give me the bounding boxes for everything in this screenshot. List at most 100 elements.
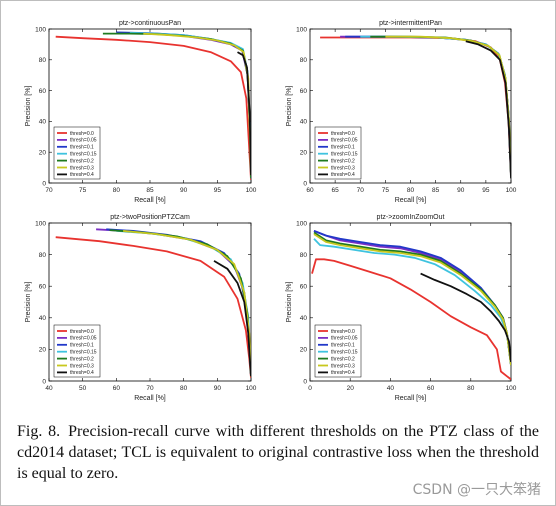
- chart-title: ptz->intermittentPan: [379, 20, 442, 27]
- y-tick-label: 0: [303, 378, 307, 385]
- legend-label: thresh=0.05: [70, 336, 97, 342]
- chart-title: ptz->continuousPan: [119, 20, 181, 27]
- legend-label: thresh=0.3: [70, 165, 94, 171]
- y-tick-label: 60: [39, 284, 47, 291]
- legend-label: thresh=0.05: [331, 138, 358, 144]
- legend-label: thresh=0.2: [331, 356, 355, 362]
- y-tick-label: 40: [300, 119, 308, 126]
- legend-label: thresh=0.0: [331, 131, 355, 137]
- chart-title: ptz->zoomInZoomOut: [377, 214, 445, 221]
- legend-label: thresh=0.05: [331, 336, 358, 342]
- series-line-thresh-0-0: [55, 236, 251, 378]
- y-axis-label: Precision [%]: [25, 282, 32, 323]
- legend-label: thresh=0.15: [331, 350, 358, 356]
- x-tick-label: 70: [45, 187, 53, 194]
- y-tick-label: 80: [39, 252, 47, 259]
- x-tick-label: 80: [113, 187, 121, 194]
- legend-label: thresh=0.4: [70, 370, 94, 376]
- x-tick-label: 40: [45, 385, 53, 392]
- legend-label: thresh=0.15: [70, 152, 97, 158]
- figure-plots: ptz->continuousPan 70 75 80 85 90 95 100 0 20 40 60…: [25, 20, 517, 402]
- legend-label: thresh=0.05: [70, 138, 97, 144]
- x-tick-label: 60: [427, 385, 435, 392]
- legend-label: thresh=0.4: [70, 172, 94, 178]
- series-line-thresh-0-15: [313, 238, 511, 366]
- y-tick-label: 80: [39, 57, 47, 64]
- y-tick-label: 80: [300, 252, 308, 259]
- x-tick-label: 90: [214, 385, 222, 392]
- y-tick-label: 20: [300, 347, 308, 354]
- legend-label: thresh=0.3: [70, 363, 94, 369]
- x-axis-label: Recall [%]: [395, 197, 427, 204]
- x-axis-label: Recall [%]: [134, 197, 166, 204]
- y-tick-label: 60: [300, 88, 308, 95]
- x-tick-label: 80: [180, 385, 188, 392]
- y-tick-label: 40: [300, 315, 308, 322]
- x-tick-label: 90: [180, 187, 188, 194]
- series-line-thresh-0-3: [123, 230, 251, 377]
- y-tick-label: 0: [42, 180, 46, 187]
- legend-label: thresh=0.3: [331, 165, 355, 171]
- series-line-thresh-0-4: [420, 272, 511, 363]
- x-tick-label: 40: [387, 385, 395, 392]
- caption-text: Precision-recall curve with different th…: [17, 423, 540, 482]
- x-tick-label: 70: [146, 385, 154, 392]
- series-line-thresh-0-4: [465, 40, 511, 179]
- y-tick-label: 20: [300, 150, 308, 157]
- chart-panel-2: ptz->intermittentPan 60 65 70 75 80 85 90 95 100 0…: [286, 20, 517, 204]
- legend-label: thresh=0.1: [331, 145, 355, 151]
- legend-label: thresh=0.1: [331, 343, 355, 349]
- series-line-thresh-0-4: [213, 260, 251, 377]
- series-line-thresh-0-4: [237, 51, 251, 176]
- legend-label: thresh=0.3: [331, 363, 355, 369]
- y-tick-label: 80: [300, 57, 308, 64]
- x-tick-label: 80: [467, 385, 475, 392]
- legend-label: thresh=0.0: [70, 329, 94, 335]
- legend-label: thresh=0.0: [331, 329, 355, 335]
- x-tick-label: 100: [506, 385, 517, 392]
- legend-label: thresh=0.15: [70, 350, 97, 356]
- legend-label: thresh=0.15: [331, 152, 358, 158]
- x-tick-label: 75: [382, 187, 390, 194]
- legend-label: thresh=0.0: [70, 131, 94, 137]
- legend-label: thresh=0.2: [70, 356, 94, 362]
- series-line-thresh-0-3: [313, 233, 511, 366]
- chart-panel-3: ptz->twoPositionPTZCam 40 50 60 70 80 90 100 0 20…: [25, 214, 257, 402]
- y-tick-label: 100: [35, 220, 46, 227]
- legend-label: thresh=0.1: [70, 343, 94, 349]
- x-tick-label: 60: [113, 385, 121, 392]
- x-tick-label: 95: [482, 187, 490, 194]
- chart-panel-4: ptz->zoomInZoomOut 0 20 40 60 80 100 0 20 40 60 80 1…: [286, 214, 517, 402]
- legend-label: thresh=0.4: [331, 172, 355, 178]
- legend-label: thresh=0.2: [70, 158, 94, 164]
- x-tick-label: 60: [306, 187, 314, 194]
- x-tick-label: 65: [332, 187, 340, 194]
- y-tick-label: 60: [39, 88, 47, 95]
- y-tick-label: 20: [39, 150, 47, 157]
- chart-title: ptz->twoPositionPTZCam: [110, 214, 190, 221]
- x-tick-label: 20: [347, 385, 355, 392]
- y-tick-label: 60: [300, 284, 308, 291]
- csdn-watermark: CSDN @一只大笨猪: [412, 482, 541, 498]
- x-tick-label: 85: [432, 187, 440, 194]
- x-tick-label: 75: [79, 187, 87, 194]
- x-tick-label: 100: [506, 187, 517, 194]
- y-tick-label: 100: [35, 26, 46, 33]
- x-tick-label: 80: [407, 187, 415, 194]
- x-tick-label: 100: [246, 187, 257, 194]
- series-line-thresh-0-0: [311, 258, 511, 381]
- legend-label: thresh=0.2: [331, 158, 355, 164]
- y-tick-label: 20: [39, 347, 47, 354]
- x-tick-label: 90: [457, 187, 465, 194]
- figure-caption: Fig. 8. Precision-recall curve with diffe…: [17, 421, 539, 484]
- x-axis-label: Recall [%]: [395, 395, 427, 402]
- x-axis-label: Recall [%]: [134, 395, 166, 402]
- chart-panel-1: ptz->continuousPan 70 75 80 85 90 95 100 0 20 40 60…: [25, 20, 257, 204]
- y-tick-label: 100: [296, 220, 307, 227]
- series-line-thresh-0-0: [55, 35, 251, 180]
- y-tick-label: 100: [296, 26, 307, 33]
- y-axis-label: Precision [%]: [286, 282, 293, 323]
- y-tick-label: 40: [39, 119, 47, 126]
- x-tick-label: 95: [214, 187, 222, 194]
